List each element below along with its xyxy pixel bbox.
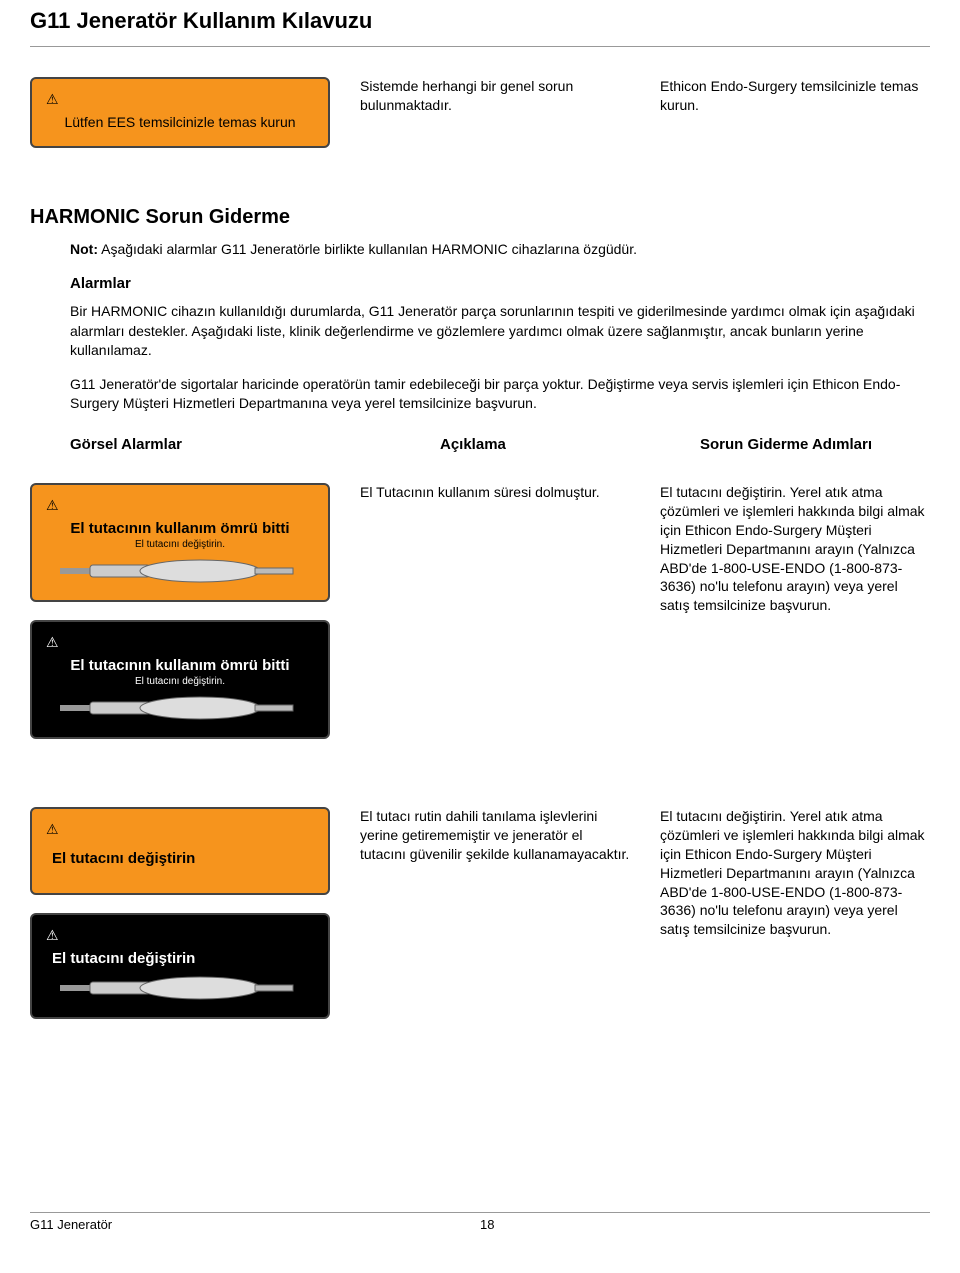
col-header-desc: Açıklama xyxy=(360,436,670,453)
panel-title: El tutacının kullanım ömrü bitti xyxy=(46,657,314,674)
row1-steps: El tutacını değiştirin. Yerel atık atma … xyxy=(660,483,930,615)
table-header-row: Görsel Alarmlar Açıklama Sorun Giderme A… xyxy=(70,436,930,453)
col-header-steps: Sorun Giderme Adımları xyxy=(700,436,930,453)
warning-icon: ⚠ xyxy=(46,497,314,514)
alert-panel-handpiece-life-orange: ⚠ El tutacının kullanım ömrü bitti El tu… xyxy=(30,483,330,602)
paragraph-2: G11 Jeneratör'de sigortalar haricinde op… xyxy=(70,375,930,414)
panel-title: El tutacını değiştirin xyxy=(46,950,314,967)
handpiece-illustration xyxy=(60,975,300,1001)
warning-icon: ⚠ xyxy=(46,927,314,944)
panel-subtitle: El tutacını değiştirin. xyxy=(46,676,314,687)
intro-visual-col: ⚠ Lütfen EES temsilcinizle temas kurun xyxy=(30,77,330,166)
paragraph-1: Bir HARMONIC cihazın kullanıldığı duruml… xyxy=(70,302,930,361)
alarm-row-1: ⚠ El tutacının kullanım ömrü bitti El tu… xyxy=(30,483,930,757)
footer-left: G11 Jeneratör xyxy=(30,1217,480,1232)
alert-panel-contact-ees: ⚠ Lütfen EES temsilcinizle temas kurun xyxy=(30,77,330,148)
handpiece-illustration xyxy=(60,695,300,721)
row2-visual-col: ⚠ El tutacını değiştirin ⚠ El tutacını d… xyxy=(30,807,330,1037)
note-text: Aşağıdaki alarmlar G11 Jeneratörle birli… xyxy=(98,241,637,257)
alert-panel-handpiece-life-black: ⚠ El tutacının kullanım ömrü bitti El tu… xyxy=(30,620,330,739)
intro-steps: Ethicon Endo-Surgery temsilcinizle temas… xyxy=(660,77,930,115)
note-bold: Not: xyxy=(70,241,98,257)
intro-desc: Sistemde herhangi bir genel sorun bulunm… xyxy=(360,77,630,115)
panel-title: El tutacının kullanım ömrü bitti xyxy=(46,520,314,537)
page-footer: G11 Jeneratör 18 xyxy=(30,1212,930,1232)
alarm-row-2: ⚠ El tutacını değiştirin ⚠ El tutacını d… xyxy=(30,807,930,1037)
warning-icon: ⚠ xyxy=(46,821,314,838)
warning-icon: ⚠ xyxy=(46,91,314,108)
document-title: G11 Jeneratör Kullanım Kılavuzu xyxy=(30,0,930,47)
alarm-heading: Alarmlar xyxy=(70,275,930,292)
col-header-visual: Görsel Alarmlar xyxy=(70,436,330,453)
row2-desc: El tutacı rutin dahili tanılama işlevler… xyxy=(360,807,630,864)
section-heading: HARMONIC Sorun Giderme xyxy=(30,206,930,229)
page: G11 Jeneratör Kullanım Kılavuzu ⚠ Lütfen… xyxy=(0,0,960,1240)
panel-title: El tutacını değiştirin xyxy=(46,844,314,877)
handpiece-illustration xyxy=(60,558,300,584)
alert-panel-replace-handpiece-orange: ⚠ El tutacını değiştirin xyxy=(30,807,330,895)
panel-subtitle: El tutacını değiştirin. xyxy=(46,539,314,550)
row2-steps: El tutacını değiştirin. Yerel atık atma … xyxy=(660,807,930,939)
footer-page-number: 18 xyxy=(480,1217,494,1232)
intro-row: ⚠ Lütfen EES temsilcinizle temas kurun S… xyxy=(30,77,930,166)
warning-icon: ⚠ xyxy=(46,634,314,651)
section-note: Not: Aşağıdaki alarmlar G11 Jeneratörle … xyxy=(70,241,930,257)
panel-label: Lütfen EES temsilcinizle temas kurun xyxy=(46,114,314,130)
row1-desc: El Tutacının kullanım süresi dolmuştur. xyxy=(360,483,630,502)
row1-visual-col: ⚠ El tutacının kullanım ömrü bitti El tu… xyxy=(30,483,330,757)
alert-panel-replace-handpiece-black: ⚠ El tutacını değiştirin xyxy=(30,913,330,1019)
